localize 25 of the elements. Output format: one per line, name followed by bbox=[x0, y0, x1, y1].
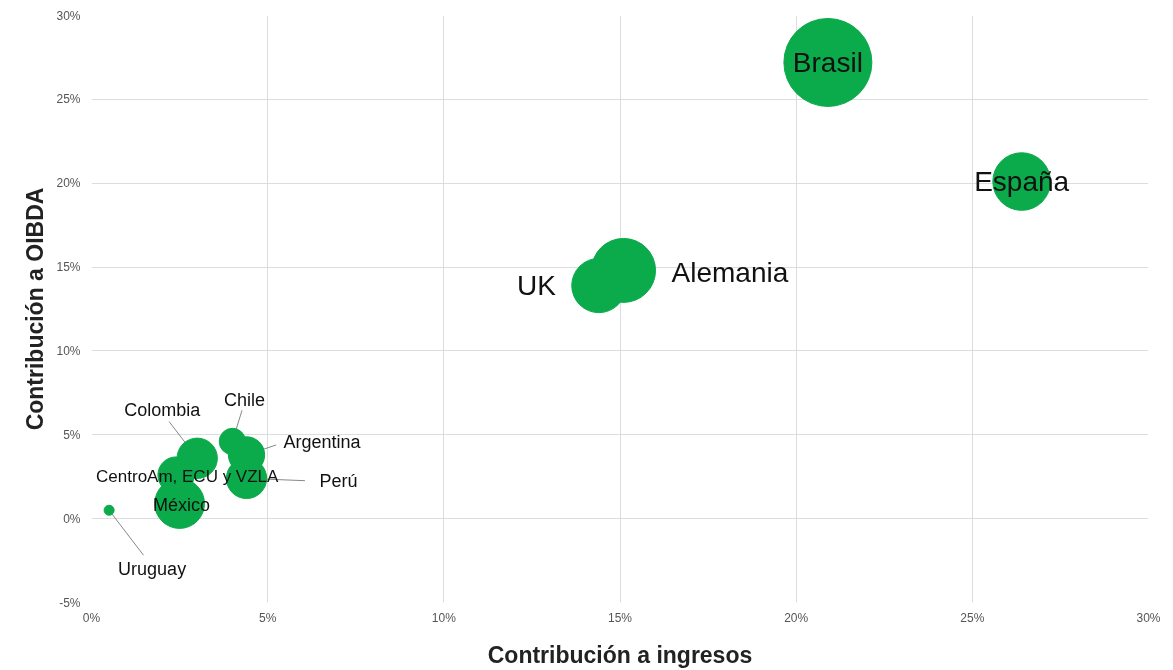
y-tick-label: -5% bbox=[59, 595, 81, 610]
x-tick-label: 25% bbox=[960, 610, 985, 625]
y-tick-label: 20% bbox=[56, 176, 81, 191]
x-tick-label: 0% bbox=[82, 610, 101, 625]
series-label: UK bbox=[516, 270, 557, 302]
y-tick-label: 30% bbox=[56, 8, 81, 23]
y-tick-label: 10% bbox=[56, 343, 81, 358]
y-tick-label: 0% bbox=[63, 511, 81, 526]
series-label: Brasil bbox=[792, 46, 863, 78]
y-tick-label: 5% bbox=[63, 427, 81, 442]
y-tick-label: 15% bbox=[56, 260, 81, 275]
y-axis-title: Contribución a OIBDA bbox=[22, 187, 49, 431]
y-tick-label: 25% bbox=[56, 92, 81, 107]
x-tick-label: 10% bbox=[431, 610, 457, 625]
x-tick-label: 20% bbox=[784, 610, 809, 625]
text: Perú bbox=[319, 471, 358, 492]
x-tick-label: 15% bbox=[607, 610, 633, 625]
x-axis-title: Contribución a ingresos bbox=[487, 641, 753, 668]
series-label: Chile bbox=[223, 390, 265, 411]
x-tick-label: 5% bbox=[258, 610, 277, 625]
series-label: Alemania bbox=[671, 256, 789, 288]
x-tick-label: 30% bbox=[1136, 610, 1161, 625]
text: Uruguay bbox=[118, 559, 187, 580]
series-label: Argentina bbox=[283, 431, 362, 452]
series-label: Colombia bbox=[124, 400, 202, 421]
